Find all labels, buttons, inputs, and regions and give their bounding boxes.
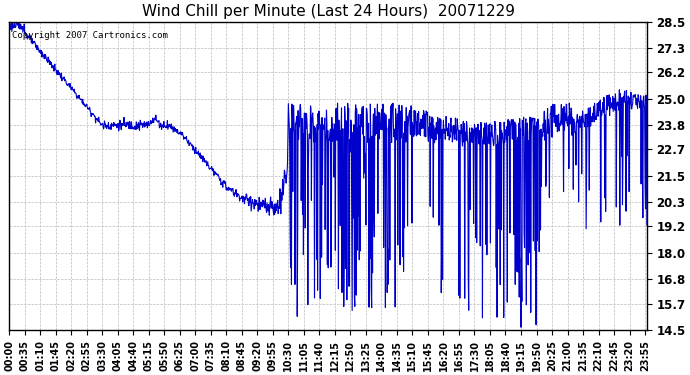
Text: Copyright 2007 Cartronics.com: Copyright 2007 Cartronics.com xyxy=(12,31,168,40)
Title: Wind Chill per Minute (Last 24 Hours)  20071229: Wind Chill per Minute (Last 24 Hours) 20… xyxy=(141,4,515,19)
